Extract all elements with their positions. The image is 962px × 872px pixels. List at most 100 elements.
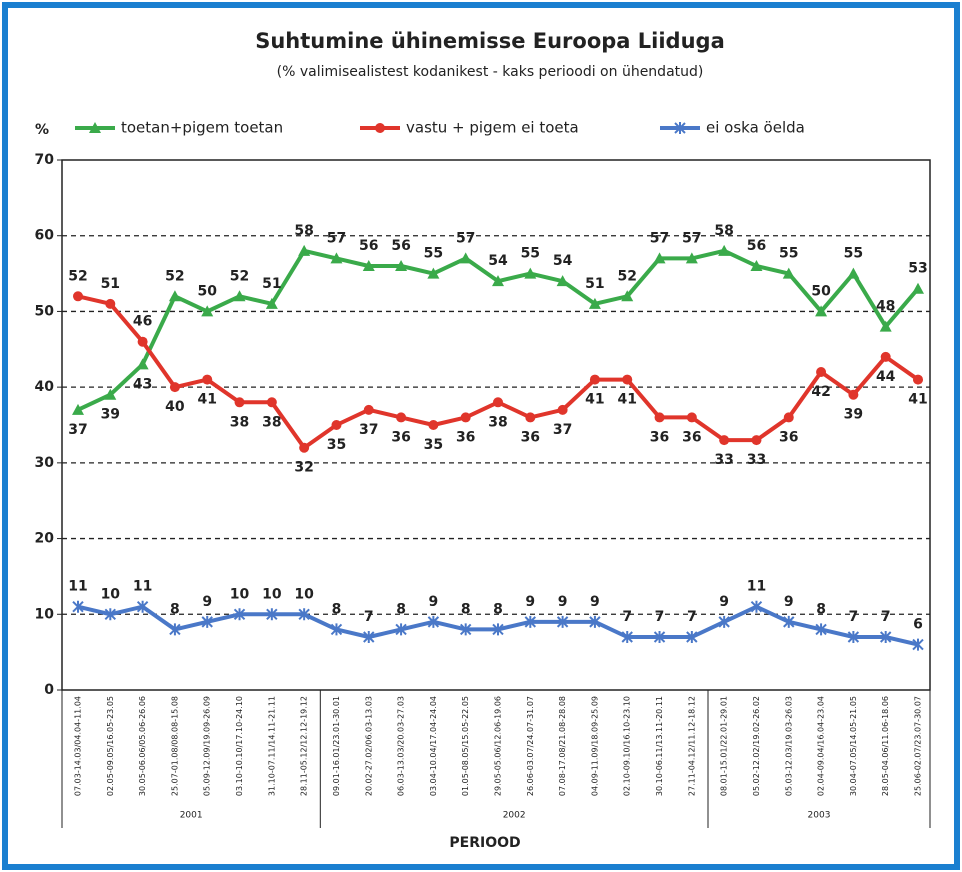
data-point xyxy=(556,615,569,628)
data-point xyxy=(815,305,828,317)
legend-item: vastu + pigem ei toeta xyxy=(360,119,579,137)
data-point xyxy=(233,290,246,302)
data-point xyxy=(299,442,310,453)
x-tick-label: 05.03-12.03/19.03-26.03 xyxy=(784,696,793,796)
data-point xyxy=(396,412,407,423)
data-point xyxy=(622,374,633,385)
y-tick-label: 30 xyxy=(35,455,55,471)
data-point xyxy=(169,382,180,393)
legend-item: ei oska öelda xyxy=(660,119,805,137)
data-label: 32 xyxy=(294,460,313,476)
data-label: 9 xyxy=(558,594,568,610)
data-label: 7 xyxy=(881,609,891,625)
data-point xyxy=(783,615,795,628)
data-label: 33 xyxy=(747,452,766,468)
data-label: 10 xyxy=(230,586,250,602)
data-label: 57 xyxy=(682,230,701,246)
data-point xyxy=(375,123,385,133)
data-label: 55 xyxy=(521,246,540,262)
legend-label: vastu + pigem ei toeta xyxy=(406,119,579,137)
data-label: 6 xyxy=(913,617,923,633)
x-tick-label: 20.02-27.02/06.03-13.03 xyxy=(364,696,373,796)
data-label: 58 xyxy=(714,223,733,239)
data-label: 7 xyxy=(849,609,859,625)
data-label: 41 xyxy=(908,392,927,408)
data-point xyxy=(427,267,440,279)
data-label: 7 xyxy=(687,609,697,625)
x-tick-label: 25.07-01.08/08.08-15.08 xyxy=(170,696,179,796)
y-tick-label: 70 xyxy=(35,152,55,168)
data-label: 51 xyxy=(585,276,604,292)
data-point xyxy=(686,631,698,643)
data-point xyxy=(265,297,278,309)
data-point xyxy=(72,403,84,415)
data-point xyxy=(525,412,536,423)
data-label: 35 xyxy=(327,437,346,453)
data-label: 36 xyxy=(391,429,410,445)
y-axis-label: % xyxy=(35,122,49,138)
x-axis-label: PERIOOD xyxy=(449,835,520,851)
data-label: 55 xyxy=(844,246,863,262)
data-point xyxy=(880,351,891,362)
x-tick-label: 25.06-02.07/23.07-30.07 xyxy=(914,696,923,796)
x-tick-label: 08.01-15.01/22.01-29.01 xyxy=(720,696,729,796)
legend-label: ei oska öelda xyxy=(706,119,805,137)
data-point xyxy=(105,298,116,309)
data-label: 36 xyxy=(650,429,669,445)
data-point xyxy=(686,412,697,423)
data-point xyxy=(137,336,148,347)
data-point xyxy=(395,623,407,636)
data-point xyxy=(169,623,181,636)
x-tick-label: 07.08-17.08/21.08-28.08 xyxy=(558,696,567,796)
data-label: 9 xyxy=(429,594,439,610)
data-label: 51 xyxy=(101,276,120,292)
data-point xyxy=(847,631,860,643)
data-point xyxy=(653,631,666,643)
x-tick-label: 30.05-06.06/05.06-26.06 xyxy=(138,696,147,796)
data-point xyxy=(72,600,84,613)
data-label: 36 xyxy=(521,429,540,445)
data-point xyxy=(783,412,794,423)
chart-subtitle: (% valimisealistest kodanikest - kaks pe… xyxy=(277,64,704,80)
data-point xyxy=(266,608,278,621)
data-point xyxy=(201,305,214,317)
data-label: 50 xyxy=(197,283,217,299)
data-label: 41 xyxy=(585,392,604,408)
data-label: 9 xyxy=(590,594,600,610)
data-label: 8 xyxy=(816,601,826,617)
data-point xyxy=(362,260,375,271)
data-point xyxy=(331,420,342,430)
data-point xyxy=(168,290,181,302)
data-point xyxy=(588,297,601,309)
data-point xyxy=(459,252,472,264)
data-point xyxy=(493,397,503,408)
x-tick-label: 03.04-10.04/17.04-24.04 xyxy=(429,696,438,796)
data-point xyxy=(719,435,730,446)
data-label: 10 xyxy=(294,586,314,602)
data-point xyxy=(202,374,213,385)
data-label: 52 xyxy=(165,268,184,284)
data-point xyxy=(459,623,472,636)
data-label: 50 xyxy=(811,283,831,299)
data-label: 56 xyxy=(747,238,766,254)
data-point xyxy=(879,631,892,643)
data-label: 36 xyxy=(682,429,701,445)
data-label: 57 xyxy=(650,230,669,246)
data-point xyxy=(266,397,277,408)
data-point xyxy=(136,358,149,370)
data-label: 7 xyxy=(622,609,632,625)
data-label: 9 xyxy=(525,594,535,610)
data-point xyxy=(913,374,923,385)
data-point xyxy=(847,267,860,279)
data-label: 39 xyxy=(101,407,120,423)
data-point xyxy=(848,389,859,400)
data-label: 11 xyxy=(747,579,766,595)
data-label: 37 xyxy=(68,422,87,438)
data-point xyxy=(524,267,537,279)
data-label: 37 xyxy=(553,422,572,438)
data-point xyxy=(73,291,83,302)
data-label: 41 xyxy=(617,392,636,408)
data-label: 54 xyxy=(553,253,573,269)
x-tick-label: 01.05-08.05/15.05-22.05 xyxy=(461,696,470,796)
